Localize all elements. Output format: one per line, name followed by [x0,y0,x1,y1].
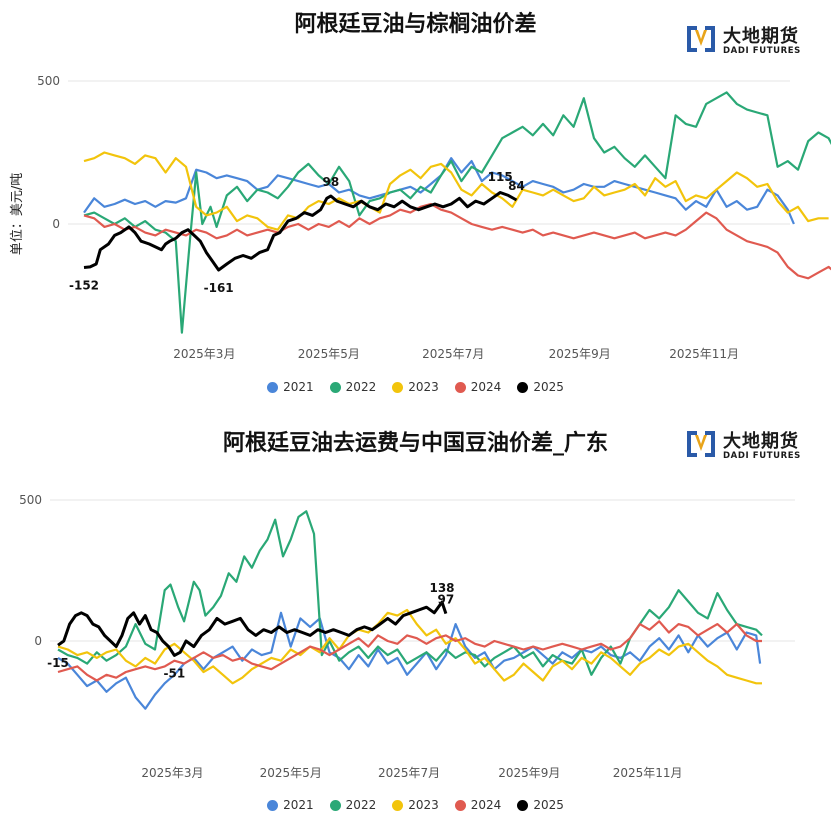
series-line-2023 [83,151,829,231]
data-label: 138 [429,581,454,595]
legend-label: 2025 [533,380,564,394]
series-line-2022 [83,91,831,334]
legend-item-2024[interactable]: 2024 [454,798,502,812]
data-label: -51 [164,666,186,680]
brand-logo: 大地期货 DADI FUTURES [683,22,815,62]
y-tick-label: 0 [52,217,60,231]
x-tick-label: 2025年5月 [298,347,360,361]
legend-label: 2023 [408,380,439,394]
brand-logo-icon [687,26,715,52]
x-tick-label: 2025年5月 [260,766,322,780]
x-tick-label: 2025年11月 [613,766,683,780]
chart-legend: 2021 2022 2023 2024 2025 [0,798,831,812]
line-chart-plot: 0 500 2025年3月 2025年5月 2025年7月 2025年9月 2025年11月… [19,493,795,780]
series-line-2021 [57,611,762,710]
legend-item-2022[interactable]: 2022 [329,380,377,394]
legend-marker [267,381,279,393]
legend-item-2025[interactable]: 2025 [517,380,564,394]
series-line-2021 [83,157,795,225]
chart-panel-bottom: 阿根廷豆油去运费与中国豆油价差_广东 大地期货 DADI FUTURES 0 50… [0,415,831,831]
y-tick-label: 0 [34,634,42,648]
chart-legend: 2021 2022 2023 2024 2025 [0,380,831,394]
data-label: 97 [438,593,455,607]
legend-item-2021[interactable]: 2021 [267,380,314,394]
series-line-2025 [57,600,448,657]
legend-label: 2021 [283,380,314,394]
legend-item-2023[interactable]: 2023 [392,798,439,812]
chart-title: 阿根廷豆油与棕榈油价差 [294,12,537,37]
x-tick-label: 2025年3月 [173,347,235,361]
legend-marker [329,799,341,811]
y-tick-label: 500 [19,493,42,507]
data-label: -15 [47,656,69,670]
brand-name-cn: 大地期货 [723,26,799,47]
series-line-2025 [83,191,518,272]
legend-label: 2024 [470,380,502,394]
legend-label: 2025 [533,798,564,812]
chart-panel-top: 阿根廷豆油与棕榈油价差 大地期货 DADI FUTURES 0 500 2025年3… [0,0,831,415]
legend-marker [517,799,529,811]
data-label: 84 [508,179,525,193]
legend-marker [392,381,404,393]
x-tick-label: 2025年9月 [498,766,560,780]
chart-title: 阿根廷豆油去运费与中国豆油价差_广东 [222,431,608,456]
legend-item-2023[interactable]: 2023 [392,380,439,394]
legend-marker [454,799,466,811]
series-line-2024 [83,202,831,280]
x-tick-label: 2025年9月 [549,347,611,361]
legend-item-2025[interactable]: 2025 [517,798,564,812]
legend-label: 2022 [345,380,377,394]
legend-label: 2022 [345,798,377,812]
legend-marker [454,381,466,393]
series-line-2023 [57,608,762,685]
y-axis-label: 单位：美元/吨 [10,173,25,255]
legend-marker [329,381,341,393]
data-label: 98 [322,175,339,189]
data-label: 115 [488,170,513,184]
legend-marker [392,799,404,811]
x-tick-label: 2025年3月 [141,766,203,780]
line-chart-plot: 0 500 2025年3月 2025年5月 2025年7月 2025年9月 2025年11月… [10,74,831,361]
y-tick-label: 500 [37,74,60,88]
legend-item-2024[interactable]: 2024 [454,380,502,394]
x-tick-label: 2025年11月 [669,347,739,361]
legend-marker [267,799,279,811]
data-label: -161 [204,281,234,295]
legend-label: 2021 [283,798,314,812]
legend-marker [517,381,529,393]
series-line-2024 [57,620,762,682]
x-tick-label: 2025年7月 [422,347,484,361]
brand-name-en: DADI FUTURES [723,451,801,461]
legend-item-2022[interactable]: 2022 [329,798,377,812]
brand-name-en: DADI FUTURES [723,46,801,56]
legend-label: 2024 [470,798,502,812]
x-tick-label: 2025年7月 [378,766,440,780]
brand-logo-icon [687,431,715,457]
brand-logo: 大地期货 DADI FUTURES [683,427,815,467]
legend-label: 2023 [408,798,439,812]
data-label: -152 [69,278,99,292]
legend-item-2021[interactable]: 2021 [267,798,314,812]
brand-name-cn: 大地期货 [723,431,799,452]
